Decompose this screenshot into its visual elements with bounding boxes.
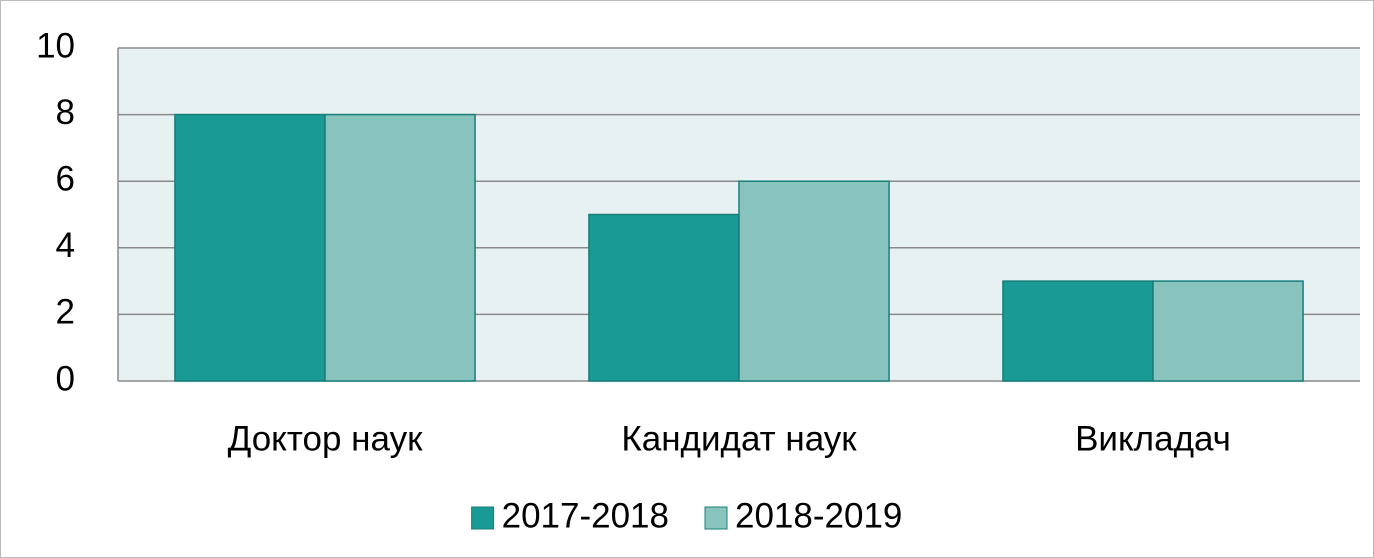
y-tick-label: 0 bbox=[56, 359, 75, 398]
x-tick-label: Кандидат наук bbox=[621, 419, 857, 458]
x-tick-label: Доктор наук bbox=[228, 419, 423, 458]
legend-label: 2018-2019 bbox=[735, 496, 902, 535]
bar bbox=[174, 113, 326, 382]
y-tick-label: 6 bbox=[56, 159, 75, 198]
legend-label: 2017-2018 bbox=[502, 496, 669, 535]
y-tick-label: 10 bbox=[36, 26, 75, 65]
bar bbox=[738, 180, 890, 382]
bar bbox=[588, 213, 740, 382]
bar bbox=[324, 113, 476, 382]
y-tick-label: 2 bbox=[56, 293, 75, 332]
legend-swatch bbox=[471, 506, 495, 530]
legend-swatch bbox=[704, 506, 728, 530]
bar bbox=[1002, 280, 1154, 382]
y-tick-label: 8 bbox=[56, 93, 75, 132]
y-tick-label: 4 bbox=[56, 226, 75, 265]
bar bbox=[1152, 280, 1304, 382]
x-tick-label: Викладач bbox=[1075, 419, 1231, 458]
